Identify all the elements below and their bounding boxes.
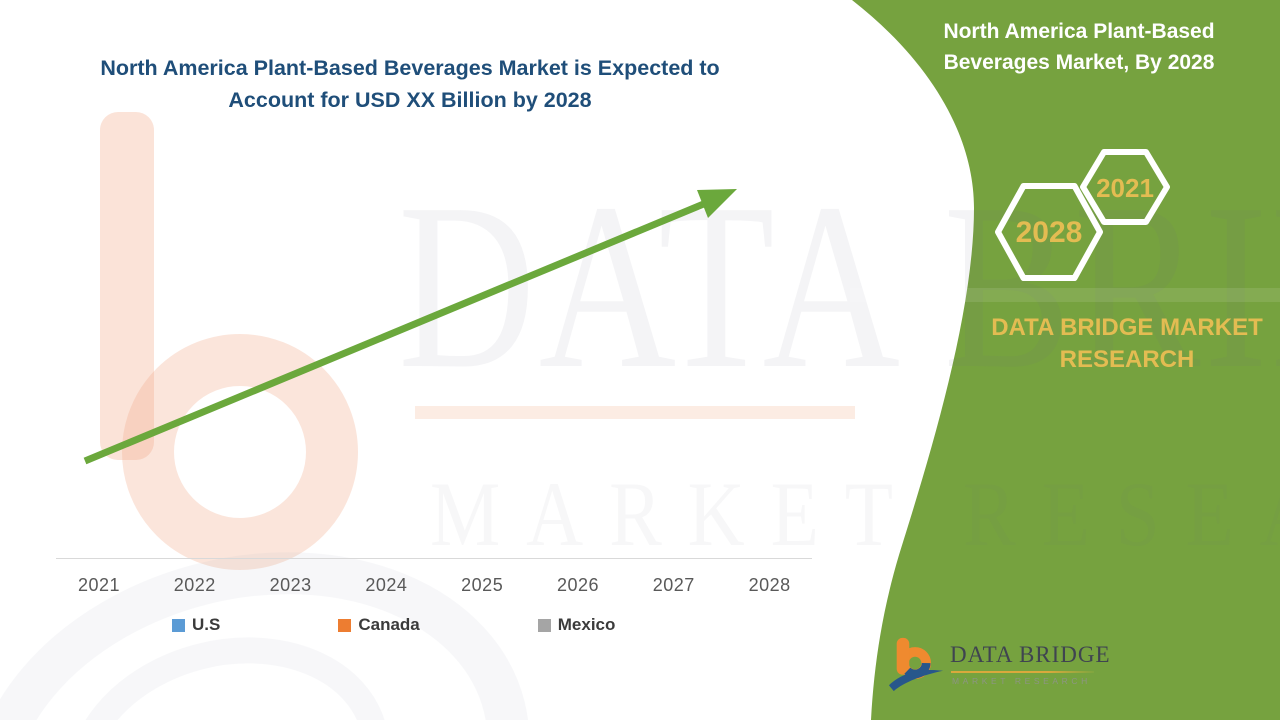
badge-year-2021: 2021 bbox=[1096, 173, 1154, 203]
hexagon-2021 bbox=[1080, 149, 1170, 225]
legend-swatch-u-s bbox=[172, 618, 185, 632]
chart-title-line2: Account for USD XX Billion by 2028 bbox=[228, 88, 592, 113]
legend-item-u-s: U.S bbox=[172, 615, 220, 635]
x-axis-label-2021: 2021 bbox=[77, 575, 121, 595]
legend-item-mexico: Mexico bbox=[537, 615, 616, 635]
data-bridge-logo-subtitle: MARKET RESEARCH bbox=[952, 676, 1091, 686]
x-axis-label-2022: 2022 bbox=[173, 575, 216, 595]
side-panel-brand-line2: RESEARCH bbox=[1059, 345, 1195, 373]
x-axis-line bbox=[56, 558, 812, 559]
data-bridge-logo-underline bbox=[951, 671, 1094, 673]
watermark-swirl bbox=[0, 552, 530, 720]
legend-item-canada: Canada bbox=[338, 615, 420, 635]
x-axis-label-2027: 2027 bbox=[652, 575, 695, 595]
legend-label-mexico: Mexico bbox=[557, 615, 616, 634]
data-bridge-logo-name: DATA BRIDGE bbox=[950, 642, 1111, 667]
hexagon-2028 bbox=[995, 183, 1103, 281]
x-axis-label-2025: 2025 bbox=[461, 575, 504, 595]
side-panel-title-line1: North America Plant-Based bbox=[943, 20, 1215, 43]
x-axis-label-2026: 2026 bbox=[556, 575, 600, 595]
legend-label-canada: Canada bbox=[358, 615, 420, 634]
x-axis-label-2023: 2023 bbox=[269, 575, 312, 595]
side-panel-title-line2: Beverages Market, By 2028 bbox=[943, 51, 1215, 75]
data-bridge-logo-icon bbox=[888, 637, 944, 692]
chart-title-line1: North America Plant-Based Beverages Mark… bbox=[100, 56, 720, 80]
watermark-band-green bbox=[850, 288, 1280, 302]
chart-legend: U.S Canada Mexico bbox=[172, 615, 615, 635]
badge-year-2028: 2028 bbox=[1015, 216, 1083, 249]
legend-label-u-s: U.S bbox=[192, 615, 221, 634]
side-panel-brand-line1: DATA BRIDGE MARKET bbox=[991, 314, 1263, 341]
year-badges-hexagons bbox=[995, 149, 1170, 281]
legend-swatch-canada bbox=[338, 618, 352, 632]
x-axis-label-2028: 2028 bbox=[748, 575, 791, 595]
watermark-band bbox=[415, 406, 855, 419]
side-panel-brand: DATA BRIDGE MARKET RESEARCH bbox=[983, 312, 1271, 375]
side-panel-title: North America Plant-Based Beverages Mark… bbox=[928, 16, 1230, 78]
x-axis-label-2024: 2024 bbox=[365, 575, 408, 595]
legend-swatch-mexico bbox=[537, 618, 551, 632]
data-bridge-logo: DATA BRIDGE MARKET RESEARCH bbox=[888, 634, 1118, 696]
chart-title: North America Plant-Based Beverages Mark… bbox=[45, 52, 775, 117]
